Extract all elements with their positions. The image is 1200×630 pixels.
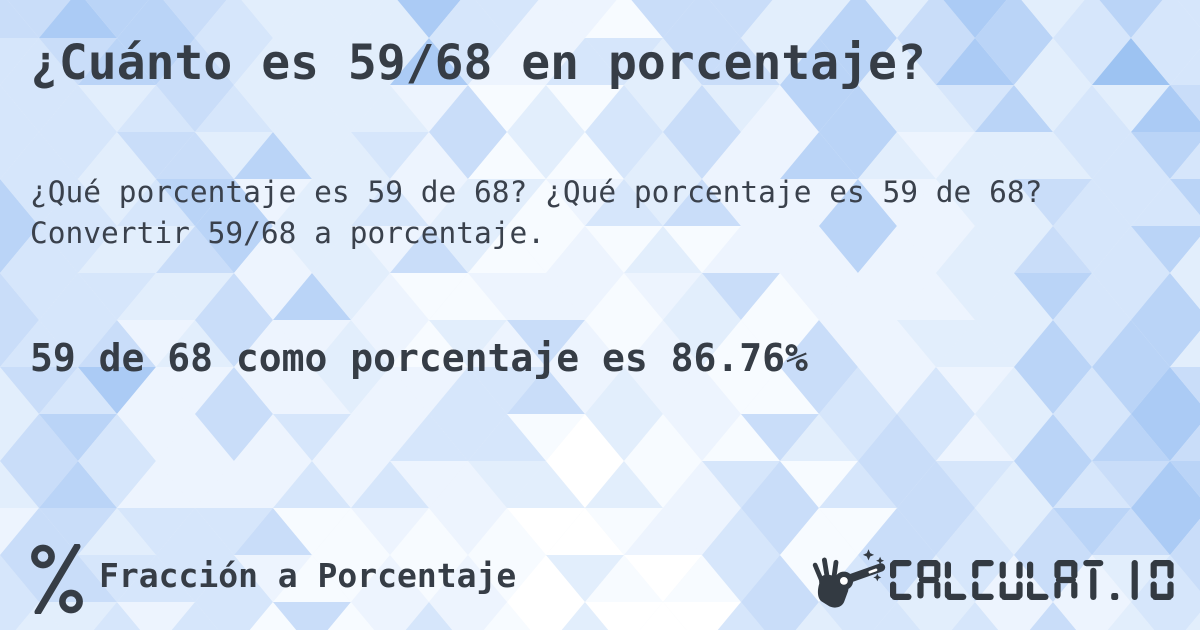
- hand-magic-wand-icon: [812, 549, 886, 608]
- category-badge: Fracción a Porcentaje: [30, 544, 516, 614]
- footer: Fracción a Porcentaje: [30, 543, 1174, 615]
- calculatio-logo: [810, 548, 1174, 610]
- brand-text: [890, 560, 1174, 600]
- description-text: ¿Qué porcentaje es 59 de 68? ¿Qué porcen…: [30, 175, 1043, 250]
- answer-text: 59 de 68 como porcentaje es 86.76%: [30, 336, 808, 380]
- category-label: Fracción a Porcentaje: [99, 555, 517, 595]
- page-title: ¿Cuánto es 59/68 en porcentaje?: [30, 35, 926, 91]
- percent-icon: [31, 544, 83, 614]
